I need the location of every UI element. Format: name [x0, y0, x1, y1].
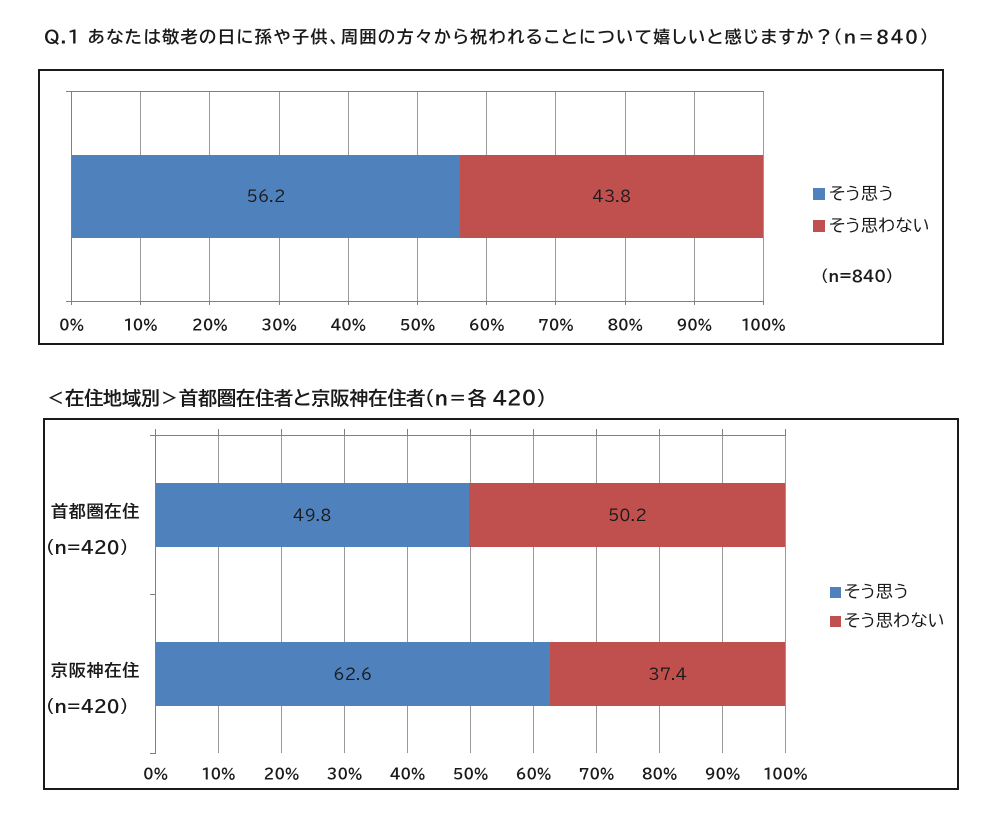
legend-swatch-disagree — [830, 615, 841, 627]
value-axis-tick — [281, 429, 282, 435]
gridline — [785, 435, 786, 753]
chart1-frame: 56.2 43.8 0% 10% 20% 30% 40% 50% 60% 70% 80% 90% 100… — [38, 69, 944, 345]
x-tick-label: 50% — [399, 318, 436, 332]
value-axis-tick — [785, 429, 786, 435]
legend-swatch-disagree — [813, 220, 825, 232]
gridline — [344, 435, 345, 753]
data-label: 62.6 — [333, 666, 373, 681]
value-axis-tick — [533, 429, 534, 435]
gridline — [533, 435, 534, 753]
value-axis-tick — [693, 301, 695, 305]
data-label: 43.8 — [592, 188, 632, 204]
x-tick-label: 10% — [123, 318, 158, 332]
x-tick-label: 60% — [515, 767, 552, 781]
gridline — [407, 435, 408, 753]
legend-note: （n=840） — [820, 268, 894, 284]
data-label: 37.4 — [648, 666, 688, 681]
x-tick-label: 20% — [263, 767, 300, 781]
x-tick-label: 80% — [607, 318, 643, 332]
category-axis-line — [155, 429, 156, 753]
category-label: 京阪神在住 — [51, 662, 140, 679]
x-tick-label: 0% — [59, 318, 84, 332]
category-label: 首都圏在住 — [51, 503, 140, 520]
x-tick-label: 10% — [201, 767, 236, 781]
gridline — [659, 435, 660, 753]
plot-area: 56.2 43.8 0% 10% 20% 30% 40% 50% 60% 70% 80% 90% 100… — [40, 71, 942, 343]
value-axis-tick — [555, 301, 557, 305]
data-label: 56.2 — [246, 188, 286, 204]
legend-swatch-agree — [813, 188, 825, 200]
bar-segment-agree — [155, 641, 550, 706]
bar-segment-disagree — [469, 482, 786, 547]
x-tick-label: 80% — [641, 767, 678, 781]
chart2-frame: 49.8 50.2 首都圏在住 （n=420） 62.6 37.4 京阪神在住 （n=420）… — [43, 418, 959, 790]
value-axis-tick — [659, 429, 660, 435]
bar-segment-agree — [71, 154, 461, 238]
value-axis-tick — [417, 301, 418, 305]
value-axis-tick — [470, 429, 471, 435]
x-tick-label: 70% — [578, 767, 615, 781]
x-tick-label: 40% — [330, 318, 366, 332]
bar-segment-agree — [155, 482, 470, 547]
category-axis-tick — [149, 593, 156, 595]
category-axis-tick — [149, 752, 156, 754]
legend-label: そう思わない — [829, 217, 930, 235]
category-note: （n=420） — [46, 698, 129, 715]
value-axis-tick — [344, 429, 345, 435]
value-axis-tick — [140, 301, 142, 305]
x-tick-label: 60% — [469, 318, 505, 332]
x-tick-label: 100% — [763, 767, 808, 781]
value-axis-tick — [763, 301, 764, 305]
x-tick-label: 30% — [326, 767, 363, 781]
value-axis-tick — [722, 429, 723, 435]
x-tick-label: 30% — [261, 318, 297, 332]
legend-label: そう思う — [829, 185, 895, 203]
bar-segment-disagree — [460, 154, 764, 238]
data-label: 49.8 — [292, 507, 332, 522]
x-tick-label: 90% — [704, 767, 741, 781]
value-axis-tick — [209, 301, 211, 305]
gridline — [470, 435, 471, 753]
category-note: （n=420） — [46, 539, 129, 556]
gridline — [763, 91, 764, 301]
x-tick-label: 100% — [741, 318, 786, 332]
category-axis-tick — [65, 300, 72, 302]
gridline — [596, 435, 597, 753]
value-axis-tick — [596, 429, 597, 435]
plot-top-border — [65, 90, 764, 92]
legend-label: そう思わない — [844, 612, 945, 630]
gridline — [218, 435, 219, 753]
x-tick-label: 20% — [192, 318, 228, 332]
x-tick-label: 90% — [676, 318, 712, 332]
data-label: 50.2 — [607, 507, 647, 522]
x-tick-label: 0% — [143, 767, 168, 781]
value-axis-tick — [624, 301, 626, 305]
x-tick-label: 70% — [538, 318, 574, 332]
legend-label: そう思う — [844, 583, 910, 601]
value-axis-tick — [486, 301, 488, 305]
bar-segment-disagree — [549, 641, 786, 706]
value-axis-tick — [71, 301, 72, 305]
value-axis-tick — [218, 429, 219, 435]
legend-swatch-agree — [830, 586, 841, 598]
plot-area: 49.8 50.2 首都圏在住 （n=420） 62.6 37.4 京阪神在住 （n=420）… — [45, 420, 957, 788]
value-axis-line — [149, 434, 786, 436]
x-tick-label: 50% — [452, 767, 489, 781]
gridline — [281, 435, 282, 753]
section-title: ＜在住地域別＞首都圏在住者と京阪神在住者（n＝各 420） — [46, 389, 546, 408]
question-title: Q.1 あなたは敬老の日に孫や子供、周囲の方々から祝われることについて嬉しいと感… — [44, 29, 930, 46]
x-tick-label: 40% — [389, 767, 426, 781]
value-axis-line — [65, 300, 764, 302]
value-axis-tick — [278, 301, 280, 305]
value-axis-tick — [407, 429, 408, 435]
gridline — [722, 435, 723, 753]
value-axis-tick — [347, 301, 349, 305]
